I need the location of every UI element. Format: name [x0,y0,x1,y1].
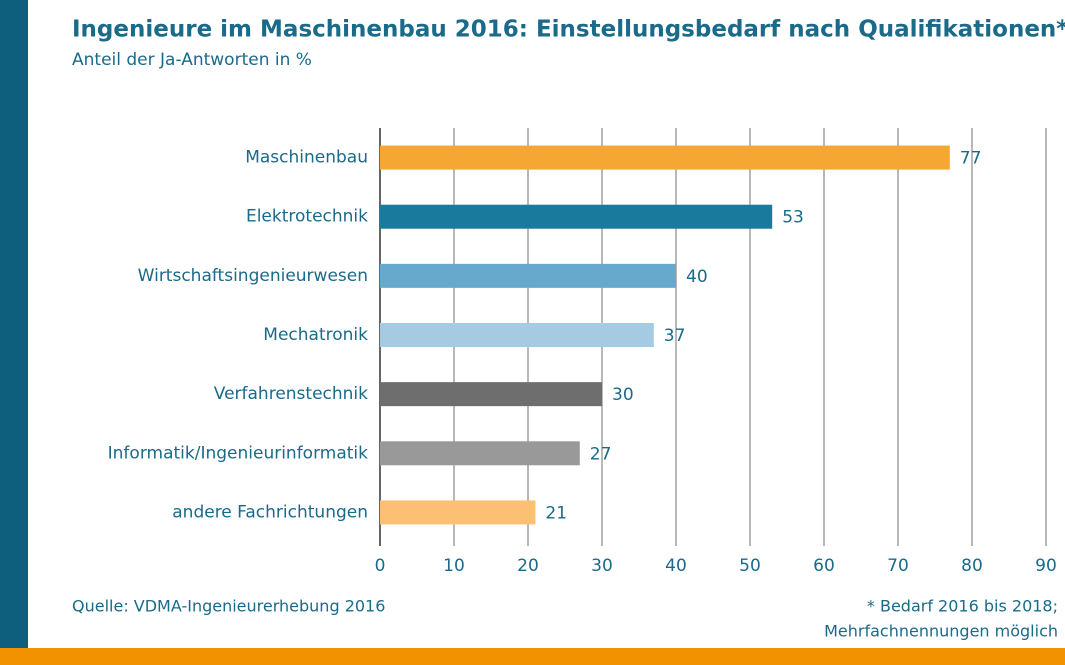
y-tick-label: andere Fachrichtungen [172,502,368,522]
y-tick-label: Maschinenbau [245,148,368,168]
chart-title: Ingenieure im Maschinenbau 2016: Einstel… [72,17,1065,43]
y-tick-label: Verfahrenstechnik [214,384,368,404]
bar [380,382,602,407]
value-label: 53 [782,208,804,228]
bottom-band [0,648,1065,665]
bar [380,500,536,525]
chart-subtitle: Anteil der Ja-Antworten in % [72,50,312,70]
value-label: 77 [960,149,982,169]
x-tick-label: 70 [887,556,909,576]
x-tick-label: 10 [443,556,465,576]
value-label: 27 [590,444,612,464]
value-label: 30 [612,385,634,405]
value-label: 21 [545,503,567,523]
x-tick-label: 20 [517,556,539,576]
x-tick-label: 50 [739,556,761,576]
y-tick-label: Elektrotechnik [246,207,368,227]
bar [380,323,654,347]
bar [380,263,676,288]
bar [380,441,580,466]
footnote: * Bedarf 2016 bis 2018; [867,597,1058,616]
x-tick-label: 30 [591,556,613,576]
value-label: 40 [686,267,708,287]
value-label: 37 [664,326,686,346]
source: Quelle: VDMA-Ingenieurerhebung 2016 [72,597,385,616]
bar [380,204,773,229]
x-tick-label: 40 [665,556,687,576]
bar [380,145,950,170]
footnote: Mehrfachnennungen möglich [824,622,1058,641]
y-tick-label: Mechatronik [263,325,368,345]
x-tick-label: 60 [813,556,835,576]
x-tick-label: 90 [1035,556,1057,576]
x-tick-label: 80 [961,556,983,576]
y-tick-label: Informatik/Ingenieurinformatik [108,443,369,463]
y-tick-label: Wirtschaftsingenieurwesen [138,266,368,286]
x-tick-label: 0 [375,556,386,576]
side-band [0,0,28,650]
